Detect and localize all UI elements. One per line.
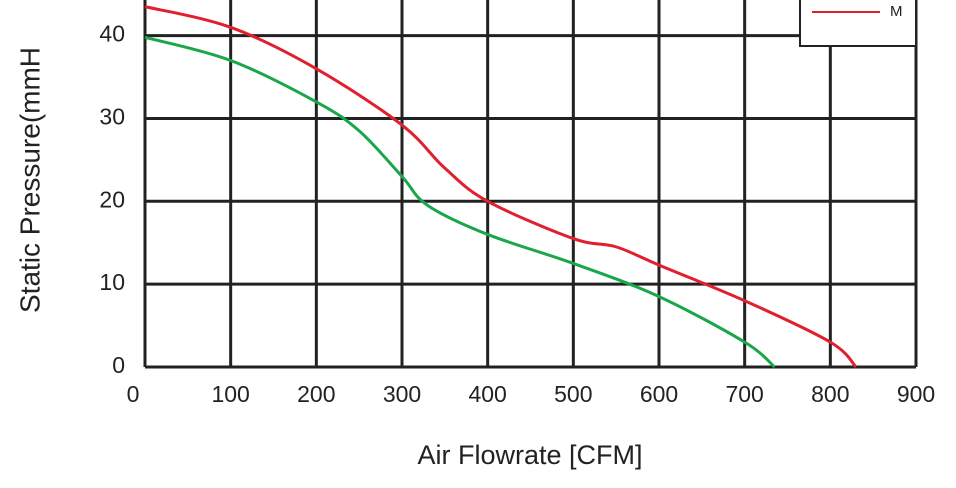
x-tick-label: 200 (297, 381, 335, 407)
y-tick-label: 40 (99, 21, 125, 47)
y-tick-label: 20 (99, 186, 125, 212)
legend-label: M (890, 3, 903, 20)
legend-box (799, 0, 917, 47)
x-tick-label: 900 (897, 381, 935, 407)
x-tick-label: 0 (127, 381, 140, 407)
x-tick-label: 400 (468, 381, 506, 407)
y-tick-label: 30 (99, 104, 125, 130)
x-tick-label: 800 (811, 381, 849, 407)
x-tick-label: 700 (725, 381, 763, 407)
x-axis-label: Air Flowrate [CFM] (417, 440, 642, 470)
series-line (144, 5, 858, 369)
y-axis-label: Static Pressure(mmH (14, 47, 45, 313)
x-tick-label: 100 (211, 381, 249, 407)
y-tick-label: 10 (99, 269, 125, 295)
x-tick-label: 600 (640, 381, 678, 407)
x-tick-label: 300 (383, 381, 421, 407)
x-tick-label: 500 (554, 381, 592, 407)
y-tick-label: 0 (112, 352, 125, 378)
series-line (144, 35, 776, 369)
